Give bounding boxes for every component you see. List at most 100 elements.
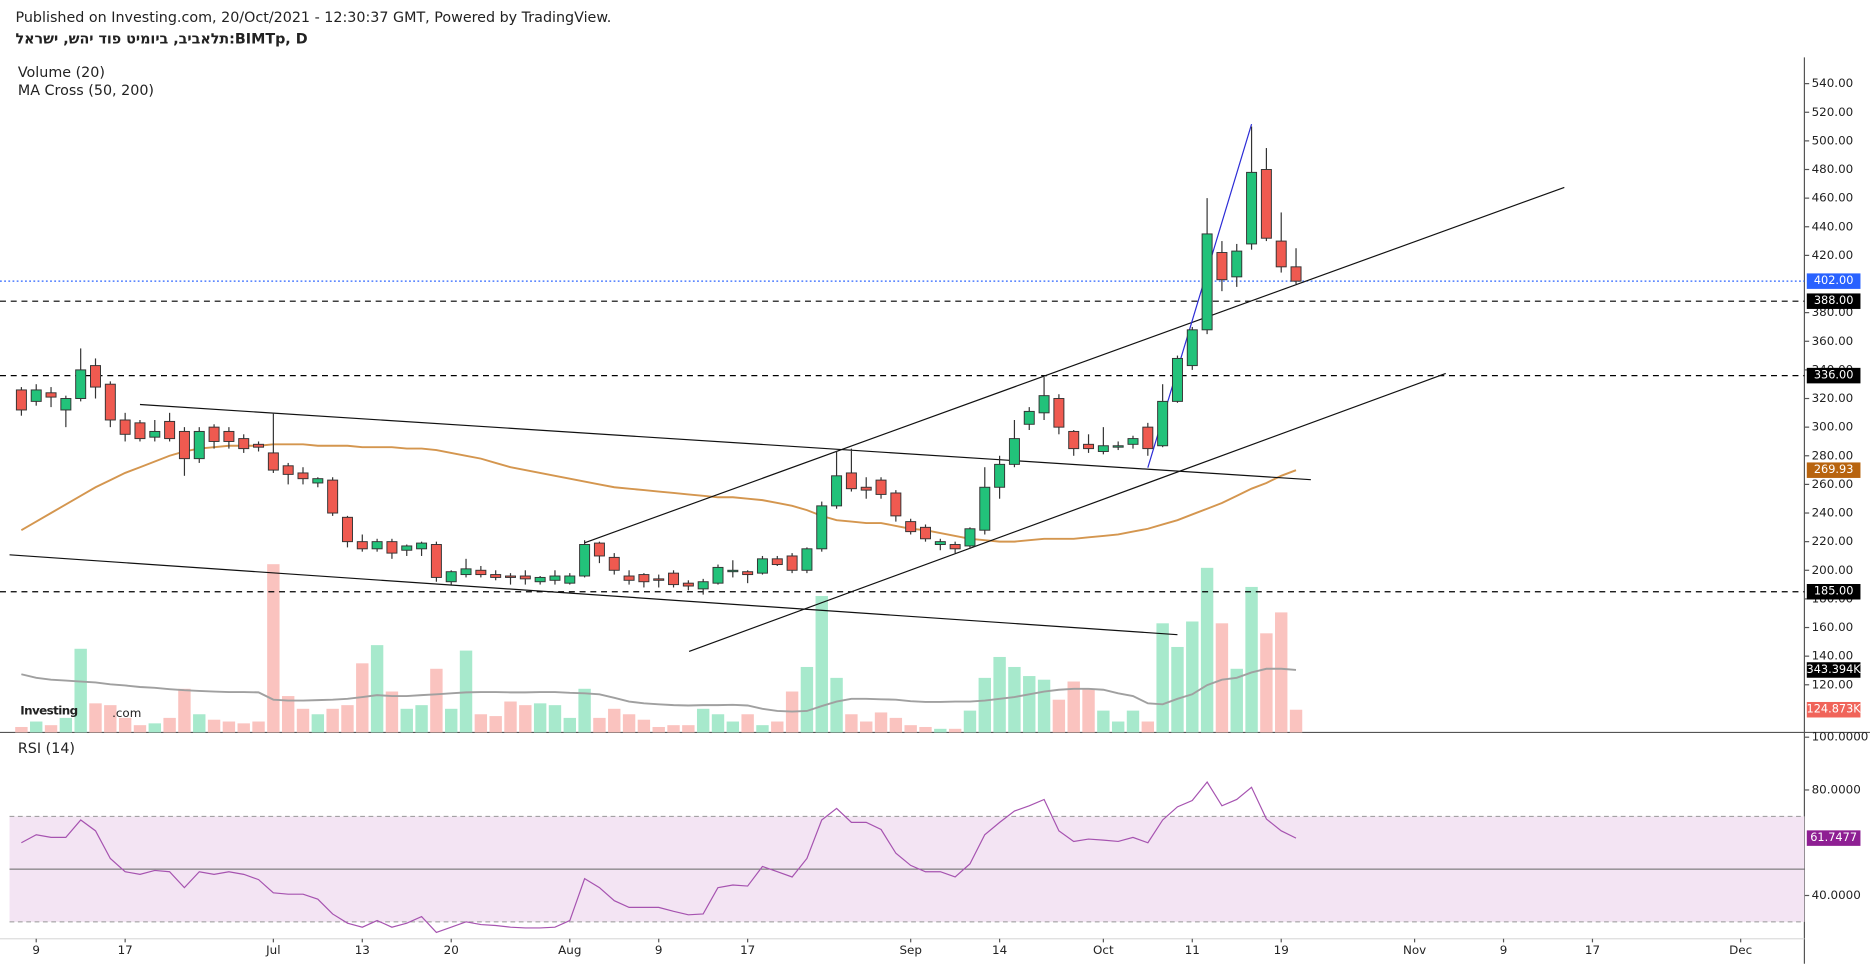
candle-body [312, 478, 324, 484]
y-tick-label: 300.00 [1812, 420, 1854, 434]
candle-body [1260, 169, 1272, 239]
candle-body [638, 574, 650, 583]
candle-body [816, 505, 828, 550]
candle-body [786, 555, 798, 571]
candle-body [890, 492, 902, 517]
candle-body [149, 430, 161, 438]
volume-bar [860, 721, 873, 733]
volume-bar [1200, 567, 1214, 733]
volume-bar [1156, 623, 1169, 733]
y-tick-label: 360.00 [1812, 334, 1854, 348]
volume-bar [133, 725, 147, 733]
volume-bar [504, 701, 517, 733]
trend-line [688, 372, 1446, 652]
candle-body [1083, 443, 1095, 450]
price-badge [1806, 830, 1861, 846]
candle-body [682, 582, 694, 587]
candle-body [579, 544, 591, 577]
candle-body [727, 569, 739, 573]
volume-bar [89, 703, 102, 733]
volume-bar [845, 714, 858, 733]
rsi-y-tick-label: 40.0000 [1812, 888, 1861, 902]
price-badge [1806, 662, 1861, 678]
volume-bar [948, 728, 962, 733]
volume-bar [637, 719, 651, 733]
price-badge-label: 124.873K [1807, 702, 1862, 716]
volume-bar [711, 714, 725, 733]
x-tick-label: 9 [32, 943, 40, 957]
volume-bar [370, 645, 384, 733]
candle-body [505, 575, 516, 578]
candle-body [371, 541, 383, 550]
logo: Investing [20, 703, 77, 717]
volume-bar [148, 723, 161, 733]
price-badge [1806, 293, 1861, 309]
y-tick-label: 120.00 [1812, 677, 1854, 691]
candle-body [1127, 438, 1139, 445]
volume-bar [563, 717, 576, 733]
candle-body [430, 544, 442, 578]
candle-body [668, 572, 680, 586]
volume-bar [1289, 709, 1303, 733]
candle-body [994, 463, 1006, 488]
volume-bar [1141, 721, 1155, 733]
volume-bar [726, 721, 740, 733]
rsi-title: RSI (14) [18, 741, 75, 757]
price-badge-label: 185.00 [1814, 584, 1854, 598]
volume-bar [385, 691, 399, 733]
volume-bar [682, 725, 695, 733]
x-tick-label: Nov [1403, 943, 1426, 957]
candle-body [1142, 426, 1154, 450]
volume-bar [874, 712, 888, 733]
x-tick-label: 17 [1585, 943, 1600, 957]
volume-bar [1215, 623, 1229, 733]
volume-bar [696, 708, 710, 733]
candle-body [949, 544, 961, 550]
candle-body [534, 576, 546, 583]
volume-bar [608, 708, 621, 733]
volume-bar [1082, 688, 1095, 733]
volume-bar [326, 708, 339, 733]
candle-body [934, 541, 946, 545]
volume-bar [741, 714, 754, 733]
candle-body [416, 542, 428, 550]
x-tick-label: 17 [740, 943, 755, 957]
volume-bar [1245, 586, 1258, 733]
volume-bar [1275, 612, 1288, 733]
volume-bar [252, 721, 265, 733]
volume-bar [963, 710, 977, 733]
candle-body [119, 419, 131, 435]
y-tick-label: 540.00 [1812, 76, 1854, 90]
candle-body [134, 422, 146, 440]
x-tick-label: 17 [118, 943, 133, 957]
candle-body [282, 465, 294, 475]
volume-bar [978, 677, 991, 733]
candle-body [1231, 250, 1243, 278]
candle-body [327, 479, 339, 514]
y-tick-label: 480.00 [1812, 162, 1854, 176]
rsi-line [21, 781, 1297, 934]
trend-line [584, 186, 1565, 544]
y-tick-label: 240.00 [1812, 506, 1854, 520]
candle-body [193, 430, 205, 460]
volume-bar [1008, 666, 1021, 733]
volume-bar [1037, 679, 1051, 733]
ma50-line [20, 443, 1297, 543]
candle-body [356, 541, 368, 550]
rsi-y-tick-label: 100.0000 [1812, 730, 1869, 744]
candle-body [45, 392, 57, 398]
candle-body [208, 426, 220, 442]
candle-body [30, 389, 42, 402]
volume-bar [74, 648, 87, 733]
candle-body [905, 521, 917, 533]
candle-body [1171, 357, 1183, 402]
price-badge-label: 269.93 [1814, 462, 1854, 476]
candle-body [178, 430, 190, 460]
x-tick-label: 11 [1185, 943, 1200, 957]
volume-bar [919, 726, 932, 733]
volume-bar [519, 705, 532, 733]
price-badge [1806, 367, 1861, 384]
y-tick-label: 260.00 [1812, 477, 1854, 491]
trend-line [9, 554, 1178, 636]
